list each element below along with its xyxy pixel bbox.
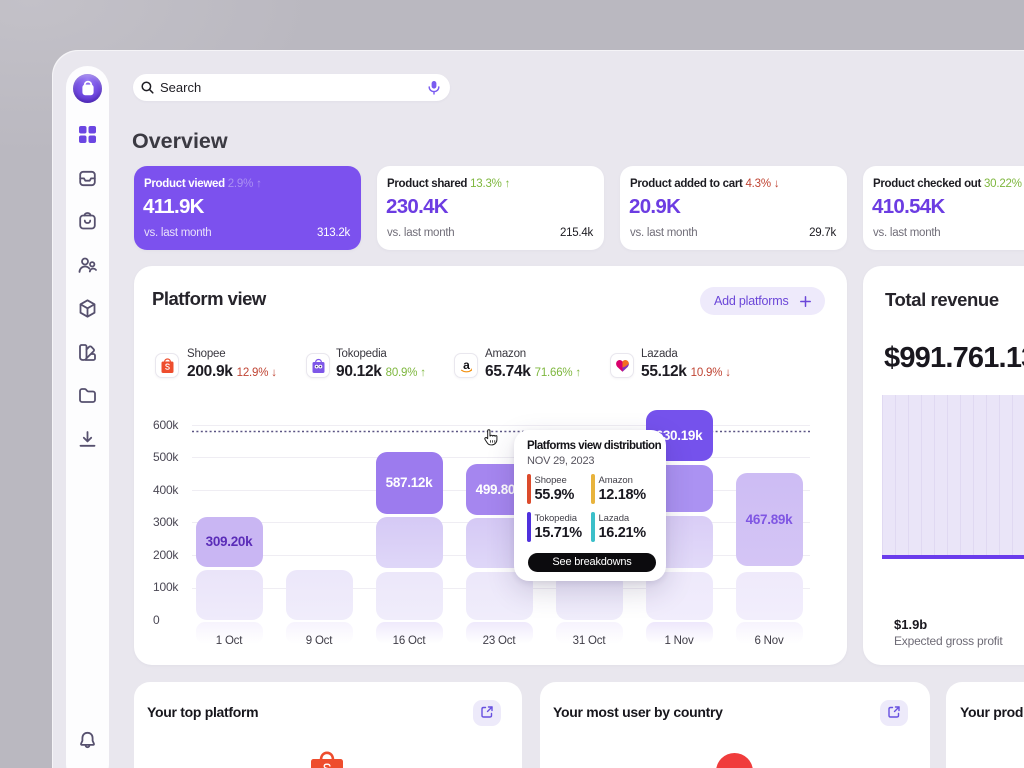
svg-text:a: a [463,358,470,372]
